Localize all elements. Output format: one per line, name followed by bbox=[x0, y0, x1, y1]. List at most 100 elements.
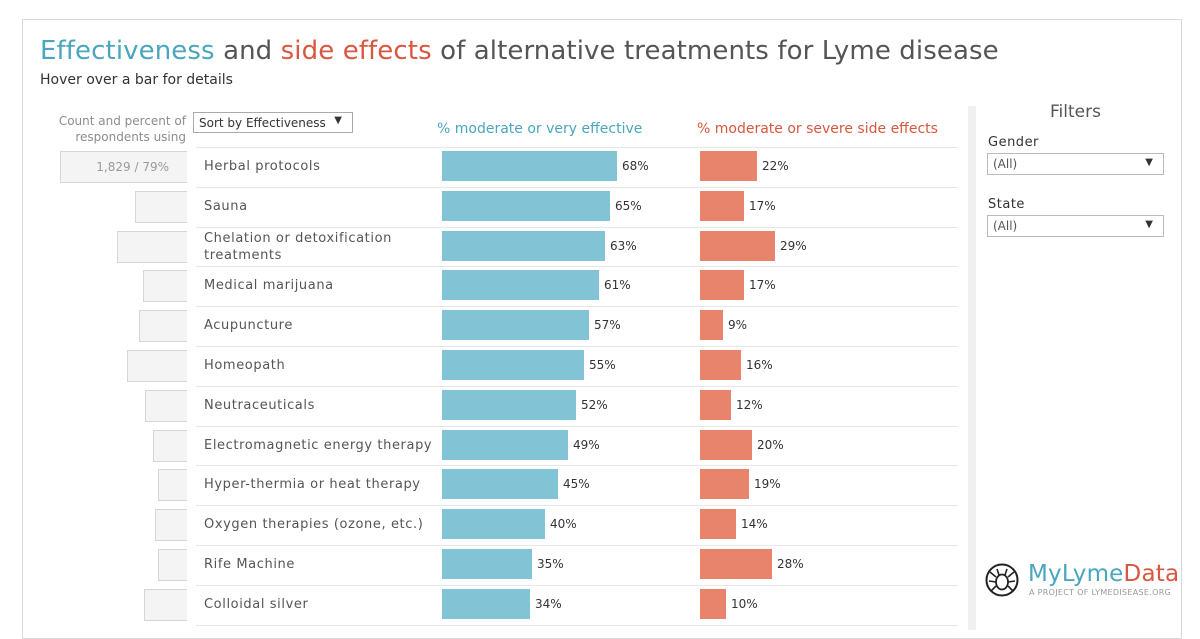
row-divider bbox=[196, 465, 958, 466]
side-effects-value-label: 10% bbox=[731, 597, 758, 611]
effective-bar[interactable] bbox=[442, 589, 530, 619]
dropdown-arrow-icon: ▼ bbox=[1145, 157, 1153, 168]
title-side-effects: side effects bbox=[280, 36, 432, 66]
category-label: Colloidal silver bbox=[204, 597, 309, 612]
logo-tagline: A PROJECT OF LYMEDISEASE.ORG bbox=[1029, 588, 1172, 597]
title-and: and bbox=[214, 36, 281, 66]
effective-bar[interactable] bbox=[442, 350, 584, 380]
row-divider bbox=[196, 227, 958, 228]
side-effects-bar[interactable] bbox=[700, 270, 744, 300]
effective-bar[interactable] bbox=[442, 151, 617, 181]
sort-dropdown[interactable]: Sort by Effectiveness ▼ bbox=[193, 112, 353, 133]
count-box[interactable] bbox=[143, 270, 187, 302]
effective-bar[interactable] bbox=[442, 509, 545, 539]
effective-bar[interactable] bbox=[442, 310, 589, 340]
category-label: Herbal protocols bbox=[204, 159, 321, 174]
effective-bar[interactable] bbox=[442, 191, 610, 221]
count-box[interactable] bbox=[127, 350, 187, 382]
side-effects-bar[interactable] bbox=[700, 390, 731, 420]
effective-bar[interactable] bbox=[442, 469, 558, 499]
effective-bar[interactable] bbox=[442, 231, 605, 261]
side-effects-bar[interactable] bbox=[700, 151, 757, 181]
effective-value-label: 45% bbox=[563, 477, 590, 491]
count-box[interactable] bbox=[135, 191, 187, 223]
count-box[interactable] bbox=[145, 390, 187, 422]
filters-title: Filters bbox=[1050, 102, 1101, 122]
column-header-effective: % moderate or very effective bbox=[437, 121, 643, 137]
logo-text: MyLymeData bbox=[1028, 561, 1179, 587]
side-effects-bar[interactable] bbox=[700, 469, 749, 499]
effective-value-label: 63% bbox=[610, 239, 637, 253]
count-box[interactable] bbox=[144, 589, 187, 621]
side-effects-value-label: 20% bbox=[757, 438, 784, 452]
effective-bar[interactable] bbox=[442, 549, 532, 579]
count-box[interactable] bbox=[158, 549, 187, 581]
effective-value-label: 57% bbox=[594, 318, 621, 332]
row-divider bbox=[196, 187, 958, 188]
row-divider bbox=[196, 625, 958, 626]
side-effects-value-label: 17% bbox=[749, 278, 776, 292]
side-effects-value-label: 22% bbox=[762, 159, 789, 173]
row-divider bbox=[196, 306, 958, 307]
gender-filter-select[interactable]: (All) ▼ bbox=[987, 153, 1164, 175]
row-divider bbox=[196, 505, 958, 506]
count-box[interactable] bbox=[139, 310, 187, 342]
state-filter-select[interactable]: (All) ▼ bbox=[987, 215, 1164, 237]
state-filter-label: State bbox=[988, 197, 1025, 212]
side-effects-value-label: 16% bbox=[746, 358, 773, 372]
effective-bar[interactable] bbox=[442, 390, 576, 420]
side-effects-value-label: 28% bbox=[777, 557, 804, 571]
category-label: Hyper-thermia or heat therapy bbox=[204, 477, 421, 492]
side-effects-value-label: 14% bbox=[741, 517, 768, 531]
effective-value-label: 65% bbox=[615, 199, 642, 213]
side-effects-value-label: 17% bbox=[749, 199, 776, 213]
dropdown-arrow-icon: ▼ bbox=[334, 115, 342, 126]
dropdown-arrow-icon: ▼ bbox=[1145, 219, 1153, 230]
side-effects-bar[interactable] bbox=[700, 509, 736, 539]
effective-value-label: 68% bbox=[622, 159, 649, 173]
effective-value-label: 40% bbox=[550, 517, 577, 531]
row-divider bbox=[196, 426, 958, 427]
effective-bar[interactable] bbox=[442, 430, 568, 460]
row-divider bbox=[196, 585, 958, 586]
category-label: Electromagnetic energy therapy bbox=[204, 438, 433, 453]
side-effects-bar[interactable] bbox=[700, 191, 744, 221]
effective-bar[interactable] bbox=[442, 270, 599, 300]
count-box[interactable] bbox=[153, 430, 187, 462]
row-divider bbox=[196, 346, 958, 347]
count-box[interactable]: 1,829 / 79% bbox=[60, 151, 187, 183]
count-box[interactable] bbox=[117, 231, 187, 263]
side-effects-value-label: 29% bbox=[780, 239, 807, 253]
side-effects-bar[interactable] bbox=[700, 310, 723, 340]
effective-value-label: 52% bbox=[581, 398, 608, 412]
category-label: Rife Machine bbox=[204, 557, 295, 572]
category-label: Homeopath bbox=[204, 358, 286, 373]
state-filter-value: (All) bbox=[993, 219, 1018, 233]
effective-value-label: 34% bbox=[535, 597, 562, 611]
count-box[interactable] bbox=[158, 469, 187, 501]
count-box[interactable] bbox=[155, 509, 187, 541]
effective-value-label: 61% bbox=[604, 278, 631, 292]
effective-value-label: 35% bbox=[537, 557, 564, 571]
side-effects-bar[interactable] bbox=[700, 430, 752, 460]
tick-logo-icon bbox=[985, 563, 1019, 597]
sort-dropdown-label: Sort by Effectiveness bbox=[199, 116, 326, 130]
side-effects-bar[interactable] bbox=[700, 589, 726, 619]
side-effects-bar[interactable] bbox=[700, 231, 775, 261]
count-header: Count and percent of respondents using bbox=[58, 114, 186, 144]
subtitle: Hover over a bar for details bbox=[40, 72, 233, 88]
category-label: Medical marijuana bbox=[204, 278, 334, 293]
category-label: Sauna bbox=[204, 199, 248, 214]
row-divider bbox=[196, 147, 958, 148]
title-effectiveness: Effectiveness bbox=[40, 36, 215, 66]
effective-value-label: 55% bbox=[589, 358, 616, 372]
side-effects-bar[interactable] bbox=[700, 549, 772, 579]
side-effects-value-label: 12% bbox=[736, 398, 763, 412]
category-label: Acupuncture bbox=[204, 318, 293, 333]
side-effects-bar[interactable] bbox=[700, 350, 741, 380]
logo-text-part1: MyLyme bbox=[1028, 561, 1124, 587]
category-label: Neutraceuticals bbox=[204, 398, 315, 413]
category-label: Oxygen therapies (ozone, etc.) bbox=[204, 517, 424, 532]
logo-text-part2: Data bbox=[1123, 561, 1180, 587]
side-effects-value-label: 9% bbox=[728, 318, 748, 332]
